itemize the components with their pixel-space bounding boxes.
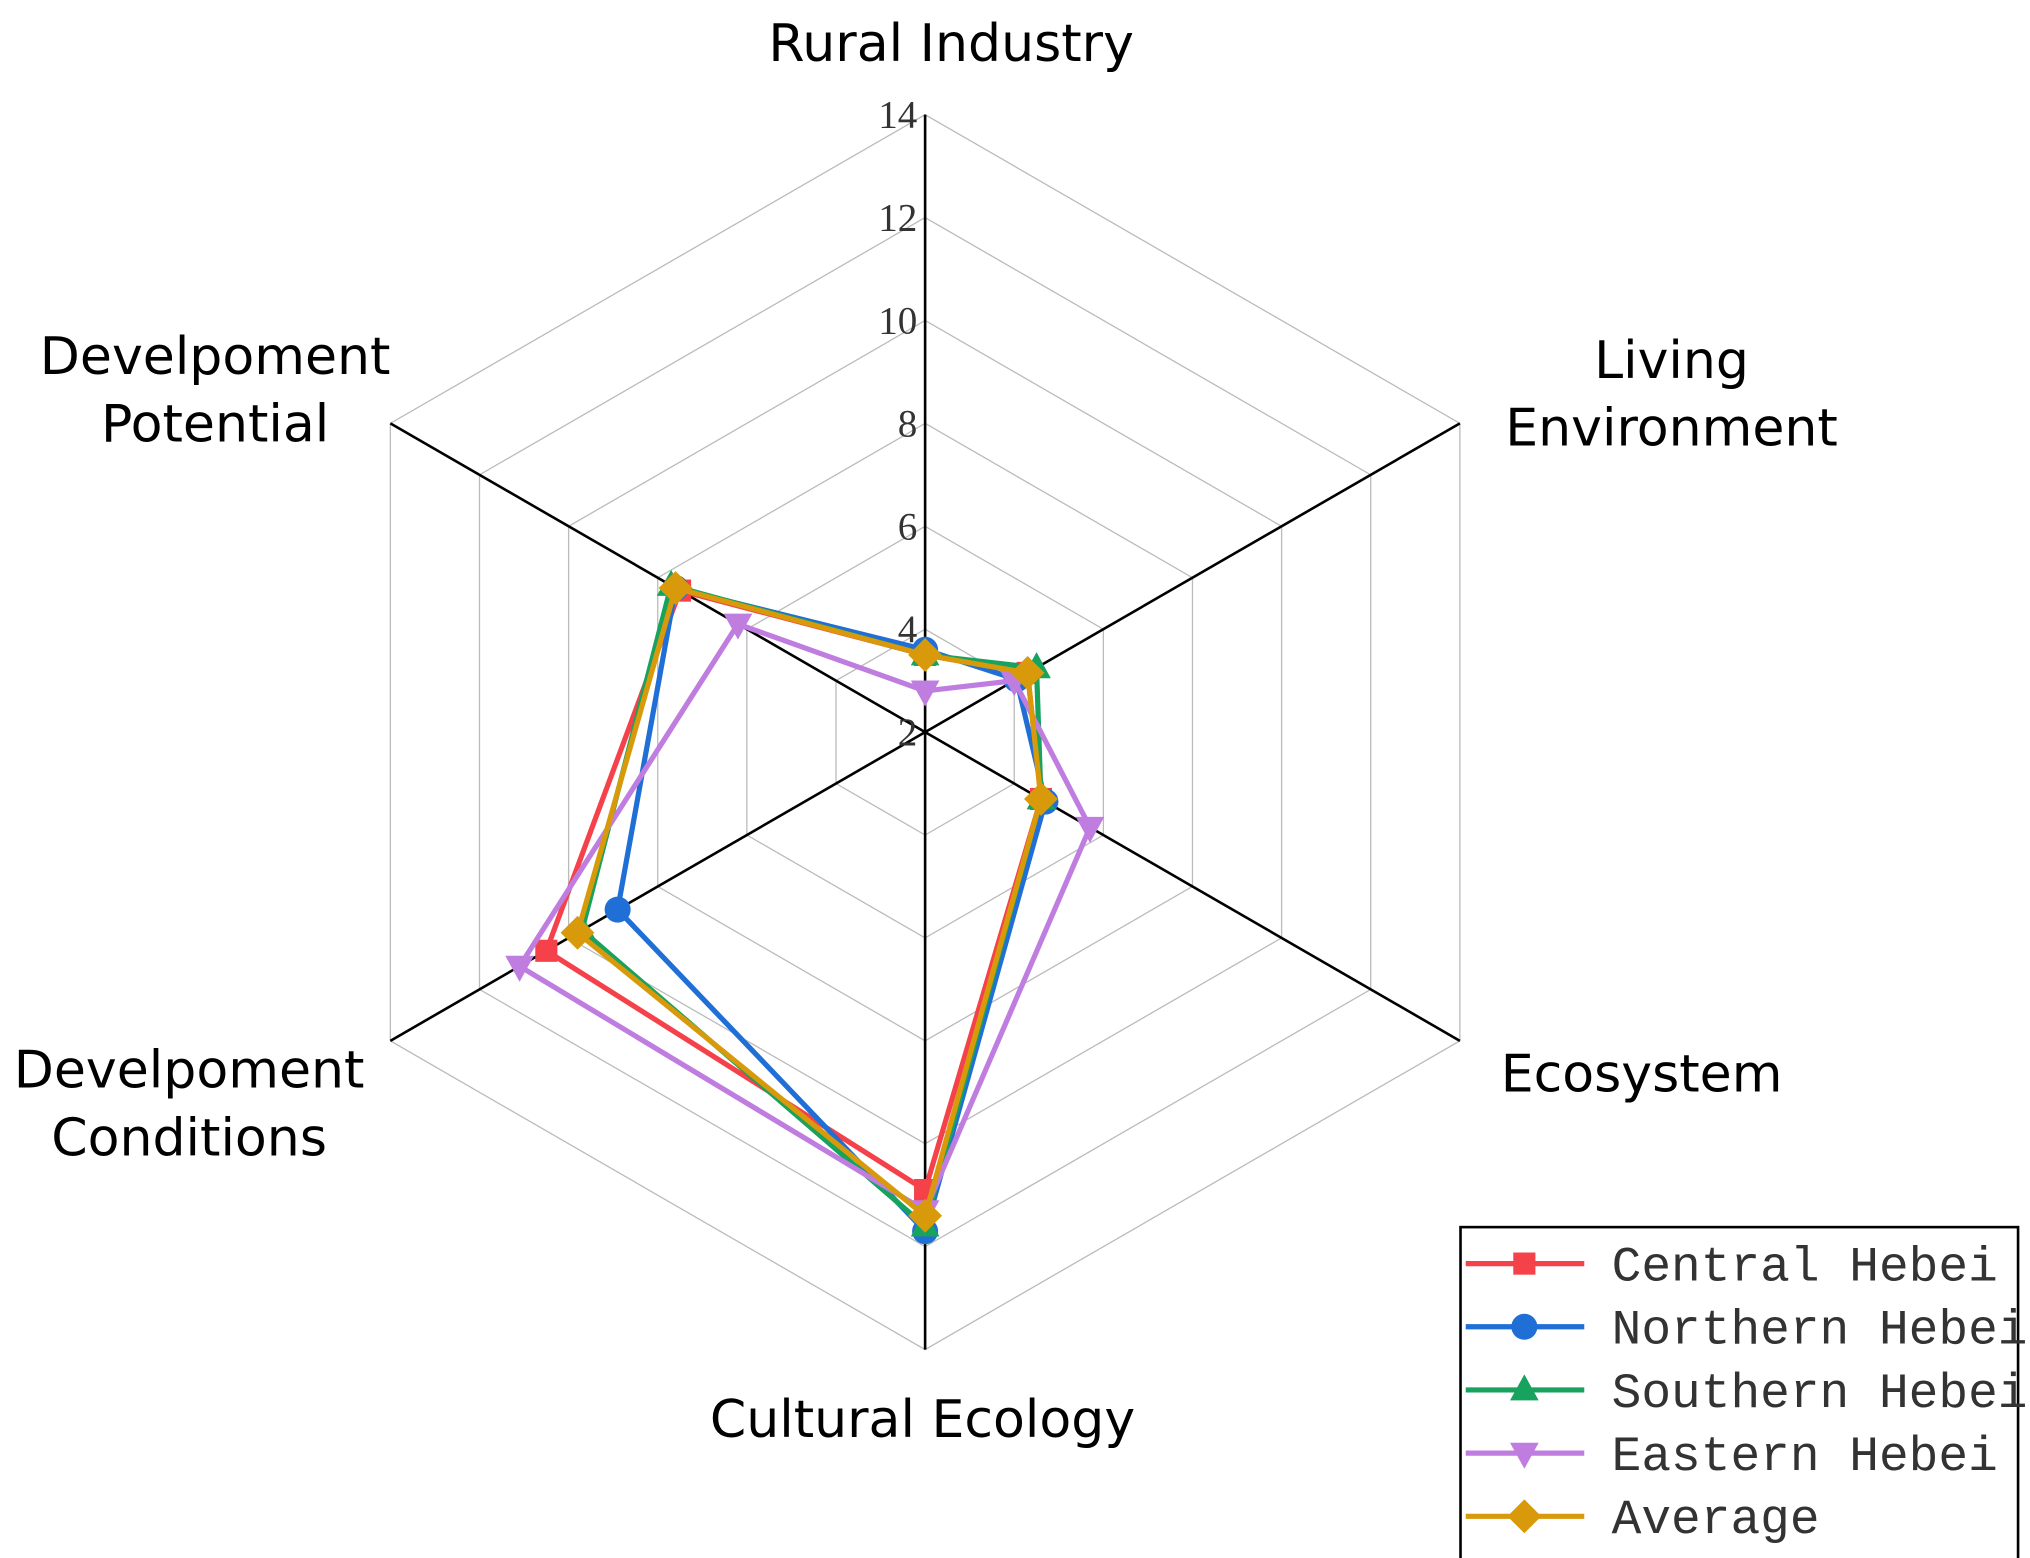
axis-line	[924, 730, 1461, 1042]
r-tick-label: 2	[898, 711, 918, 754]
legend-label: Southern Hebei	[1612, 1366, 2028, 1422]
r-tick-label: 12	[878, 197, 917, 240]
marker	[658, 571, 693, 605]
marker	[908, 1198, 943, 1233]
r-tick-label: 14	[878, 94, 917, 137]
axis-line	[389, 422, 926, 734]
marker	[908, 637, 943, 672]
marker	[1511, 1313, 1538, 1340]
marker	[1010, 655, 1045, 690]
marker	[1510, 1442, 1539, 1469]
legend-label: Northern Hebei	[1612, 1303, 2028, 1359]
marker	[604, 896, 631, 923]
category-label: Living Environment	[1505, 331, 1838, 459]
r-tick-label: 8	[898, 402, 918, 445]
marker	[505, 955, 534, 982]
series	[560, 571, 1058, 1233]
legend-label: Average	[1612, 1492, 1820, 1548]
marker	[1075, 816, 1105, 843]
marker	[1024, 782, 1058, 816]
series-line	[574, 584, 1044, 1221]
marker	[560, 915, 595, 950]
category-label: Ecosystem	[1501, 1045, 1783, 1105]
category-label: Develpoment Potential	[40, 327, 391, 455]
marker	[1510, 1374, 1539, 1401]
marker	[1513, 1252, 1536, 1275]
marker	[723, 613, 753, 640]
category-label: Rural Industry	[768, 14, 1134, 74]
category-label: Cultural Ecology	[710, 1390, 1135, 1450]
marker	[910, 680, 940, 707]
category-label: Develpoment Conditions	[14, 1041, 365, 1169]
r-tick-label: 6	[898, 505, 918, 548]
legend-label: Eastern Hebei	[1612, 1429, 1998, 1485]
axis-line	[389, 730, 926, 1042]
legend-label: Central Hebei	[1612, 1240, 1998, 1296]
marker	[535, 939, 558, 962]
r-tick-label: 10	[878, 299, 917, 342]
marker	[1507, 1499, 1542, 1534]
r-tick-label: 4	[898, 608, 918, 651]
